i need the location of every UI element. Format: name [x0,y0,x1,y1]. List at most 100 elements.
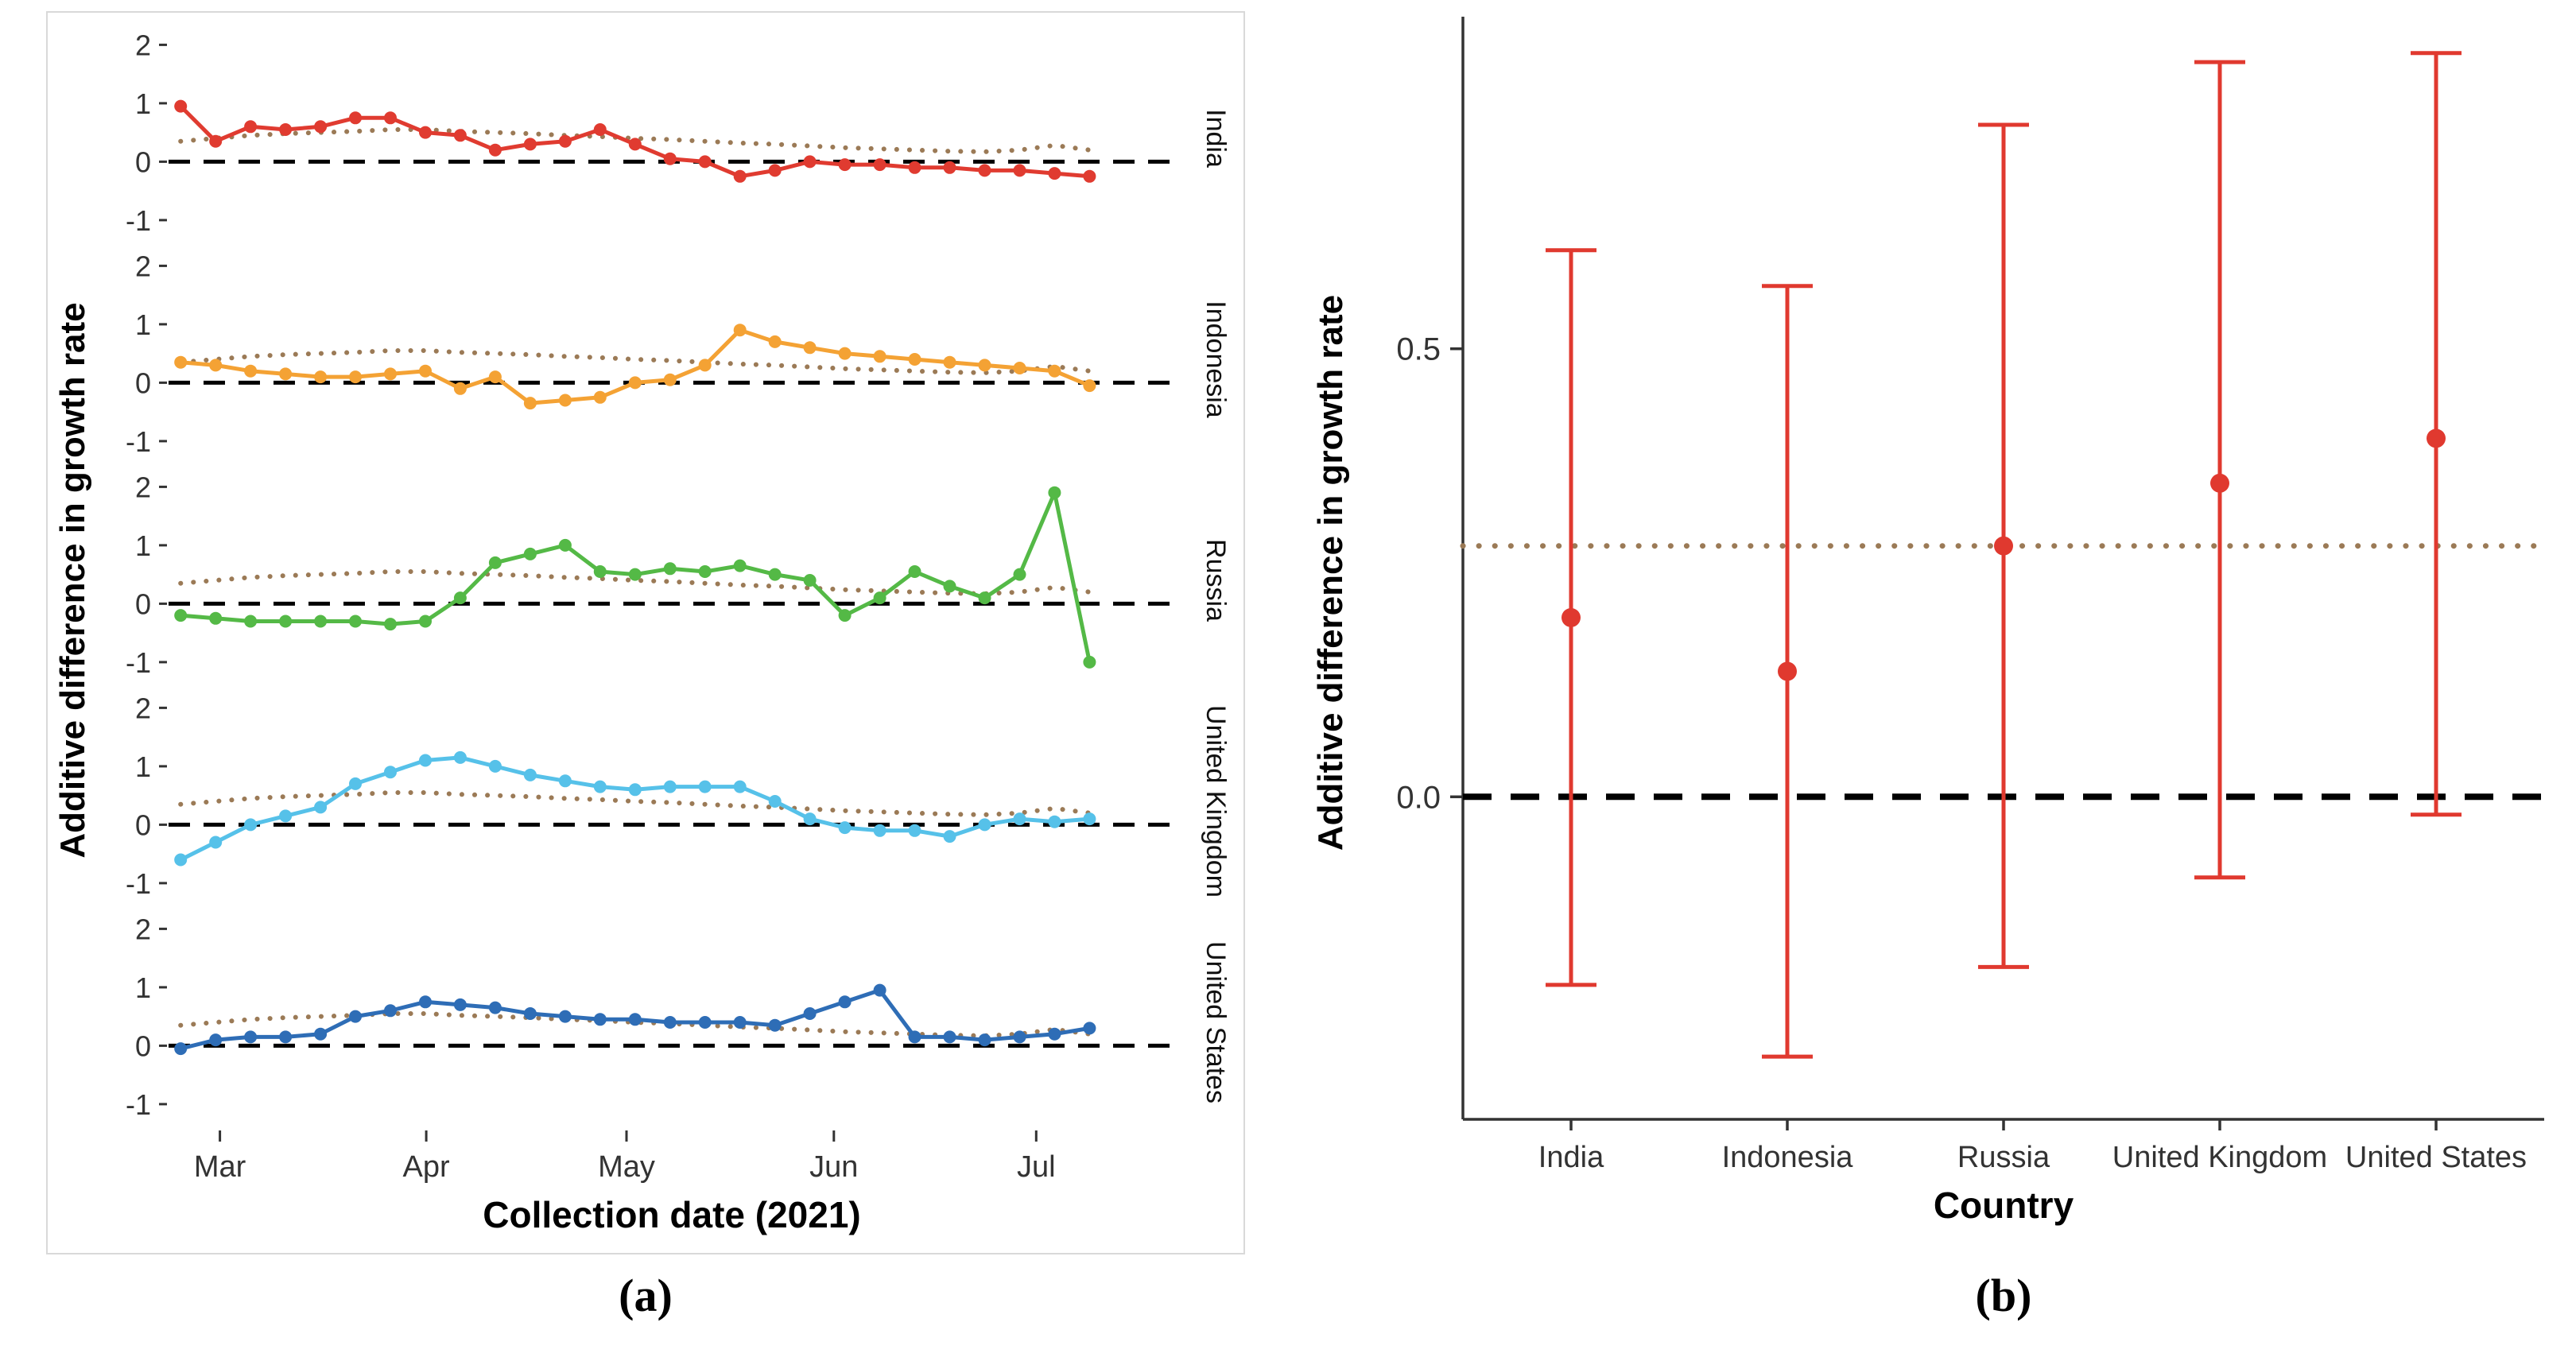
chart-element [279,809,293,823]
chart-element [593,123,607,136]
chart-element [873,983,886,997]
panel-a-y-tick-label: 2 [135,250,151,282]
panel-a-y-tick-label: 2 [135,913,151,945]
chart-element [558,134,572,148]
chart-element [873,591,886,605]
chart-element [768,164,782,177]
panel-b-y-tick-label: 0.5 [1396,332,1441,367]
chart-element [523,768,537,781]
chart-element [174,355,188,369]
panel-a-average-dotted-line [178,790,1092,817]
chart-element [1048,167,1061,180]
chart-element [873,350,886,363]
chart-element [314,615,328,628]
chart-element [698,780,712,793]
panel-a-y-tick-label: -1 [126,867,151,900]
chart-element [663,373,677,386]
chart-element [314,801,328,814]
series-points-russia [174,486,1096,669]
panel-b-y-tick-label: 0.0 [1396,780,1441,815]
chart-element [244,1030,258,1044]
panel-a-y-tick-label: -1 [126,425,151,458]
chart-element [838,347,852,360]
chart-element [628,1013,642,1026]
chart-element [733,169,747,183]
chart-element [523,1007,537,1020]
chart-element [1013,362,1026,374]
chart-element [803,155,817,169]
chart-element [628,568,642,581]
chart-element [768,1018,782,1032]
chart-element [663,152,677,165]
chart-element [453,129,467,142]
panel-a-y-tick-label: 1 [135,971,151,1004]
panel-a-y-tick-label: 2 [135,471,151,503]
chart-element [419,615,432,628]
chart-element [593,1013,607,1026]
chart-element [908,824,921,837]
panel-a-y-axis-title: Additive difference in growth rate [53,302,92,858]
chart-element [349,1010,362,1023]
chart-element [1083,169,1096,183]
chart-element [314,370,328,384]
chart-element [698,1016,712,1029]
chart-element [523,547,537,560]
series-points-united-states [174,983,1096,1056]
chart-element [838,609,852,622]
panel-a-x-tick-label: Jul [1017,1150,1056,1184]
chart-element [419,995,432,1009]
panel-a-y-tick-label: 0 [135,808,151,841]
chart-element [803,574,817,587]
chart-element [943,161,956,174]
panel-a-x-tick-label: Mar [194,1150,246,1184]
panel-a-y-tick-label: -1 [126,646,151,679]
chart-element [488,143,502,157]
chart-element [419,364,432,378]
errorbar-indonesia [1762,284,1813,1059]
chart-element [628,138,642,151]
chart-element [803,341,817,355]
chart-element [803,1007,817,1020]
chart-element [244,818,258,832]
chart-element [873,824,886,837]
chart-element [349,777,362,790]
facet-strip-label-indonesia: Indonesia [1201,301,1231,418]
chart-element [384,618,397,631]
errorbar-russia [1978,122,2029,969]
panel-a-average-dotted-line [178,348,1092,375]
estimate-point-russia [1994,536,2013,556]
chart-element [314,1027,328,1041]
estimate-point-united-kingdom [2210,473,2229,493]
chart-element [453,998,467,1011]
chart-element [908,353,921,366]
chart-element [384,1004,397,1018]
chart-element [349,111,362,125]
chart-element [279,367,293,381]
chart-element [943,580,956,593]
chart-element [384,367,397,381]
chart-element [558,774,572,788]
chart-element [943,1030,956,1044]
chart-element [384,111,397,125]
chart-element [1013,812,1026,826]
chart-element [733,324,747,337]
chart-element [209,1033,223,1047]
facet-strip-label-united-kingdom: United Kingdom [1201,705,1231,898]
chart-element [803,812,817,826]
panel-a-x-tick-label: Jun [809,1150,858,1184]
panel-a-average-dotted-line [178,127,1092,154]
panel-b-x-tick-label: United States [2345,1141,2527,1174]
series-points-united-kingdom [174,750,1096,867]
chart-element [419,754,432,767]
chart-element [593,565,607,578]
facet-strip-label-india: India [1201,109,1231,168]
panel-a-y-tick-label: 2 [135,29,151,61]
chart-element [349,370,362,384]
panel-a-y-tick-label: 0 [135,366,151,399]
chart-element [768,335,782,348]
panel-a-y-tick-label: 1 [135,308,151,341]
chart-element [768,568,782,581]
chart-element [453,750,467,764]
chart-element [838,158,852,172]
chart-element [174,853,188,867]
